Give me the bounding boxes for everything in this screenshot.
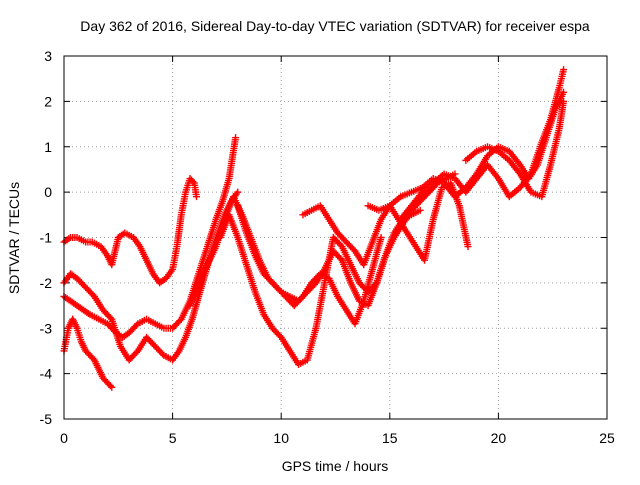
series-4-point <box>158 350 166 358</box>
y-tick-label: -2 <box>40 275 53 291</box>
series-2-point <box>106 382 114 390</box>
series-4-point <box>106 314 114 322</box>
series-1-point <box>189 178 197 186</box>
series-7-point <box>276 286 284 294</box>
x-tick-label: 20 <box>491 430 507 446</box>
series-11-point <box>560 97 568 105</box>
series-7-point <box>337 255 345 263</box>
tick-labels: 0 5 10 15 20 25 -5 -4 -3 -2 -1 0 1 2 3 <box>40 48 615 446</box>
series-6-point <box>416 206 424 214</box>
x-tick-label: 5 <box>169 430 177 446</box>
y-tick-label: 3 <box>44 48 52 64</box>
series-5-point <box>377 234 385 241</box>
x-tick-label: 15 <box>382 430 398 446</box>
data-points <box>60 66 568 391</box>
y-tick-label: 0 <box>44 184 52 200</box>
series-8-point <box>464 243 472 251</box>
x-tick-label: 25 <box>599 430 615 446</box>
series-3-point <box>176 317 184 325</box>
series-4-point <box>234 188 242 196</box>
x-tick-label: 10 <box>273 430 289 446</box>
y-tick-label: -4 <box>40 366 53 382</box>
x-axis-label: GPS time / hours <box>282 458 389 474</box>
series-2-point <box>108 383 116 391</box>
series-3-point <box>84 310 92 318</box>
series-1-point <box>192 193 200 201</box>
y-tick-label: -1 <box>40 230 53 246</box>
y-tick-label: 1 <box>44 139 52 155</box>
y-axis-label: SDTVAR / TECUs <box>6 182 22 294</box>
plot-frame <box>63 55 608 420</box>
y-tick-label: -5 <box>40 411 53 427</box>
series-6-point <box>337 241 345 249</box>
series-1-point <box>65 235 73 243</box>
chart-title: Day 362 of 2016, Sidereal Day-to-day VTE… <box>80 18 590 34</box>
x-tick-label: 0 <box>60 430 68 446</box>
y-tick-label: 2 <box>44 93 52 109</box>
y-tick-label: -3 <box>40 320 53 336</box>
series-3-point <box>232 134 240 142</box>
series-3-point <box>132 321 140 329</box>
grid <box>64 56 607 419</box>
series-10-point <box>560 66 568 74</box>
